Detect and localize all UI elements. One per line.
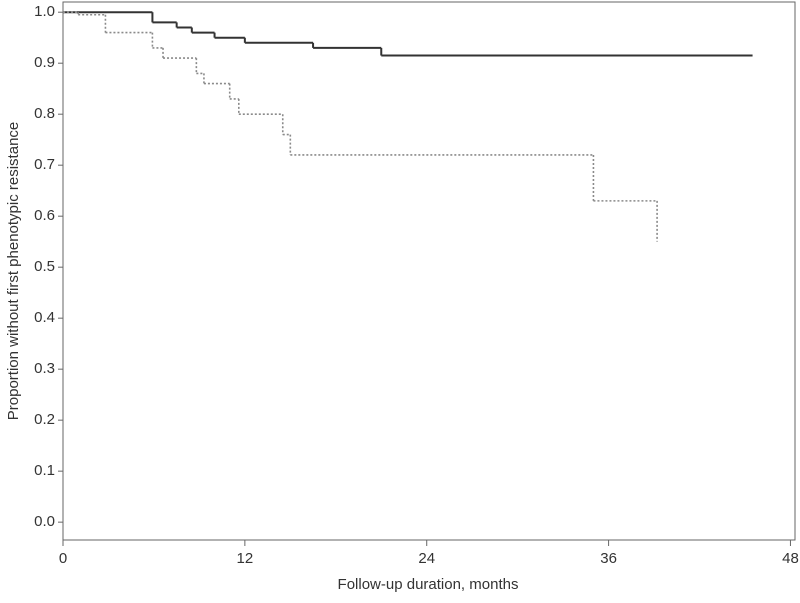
y-tick-label: 0.6	[34, 207, 55, 224]
y-tick-label: 1.0	[34, 3, 55, 20]
x-tick-label: 48	[782, 550, 799, 567]
y-tick-label: 0.8	[34, 105, 55, 122]
y-tick-label: 0.5	[34, 258, 55, 275]
plot-frame	[62, 1, 796, 541]
x-tick-label: 0	[59, 550, 67, 567]
x-tick-label: 24	[418, 550, 435, 567]
x-axis-label: Follow-up duration, months	[338, 576, 519, 593]
y-tick-label: 0.3	[34, 360, 55, 377]
y-tick-label: 0.9	[34, 54, 55, 71]
y-tick-label: 0.7	[34, 156, 55, 173]
y-axis-label: Proportion without first phenotypic resi…	[5, 122, 22, 420]
x-tick-label: 36	[600, 550, 617, 567]
y-tick-label: 0.4	[34, 309, 55, 326]
x-tick-label: 12	[237, 550, 254, 567]
y-tick-label: 0.2	[34, 411, 55, 428]
y-tick-label: 0.1	[34, 462, 55, 479]
y-tick-label: 0.0	[34, 513, 55, 530]
